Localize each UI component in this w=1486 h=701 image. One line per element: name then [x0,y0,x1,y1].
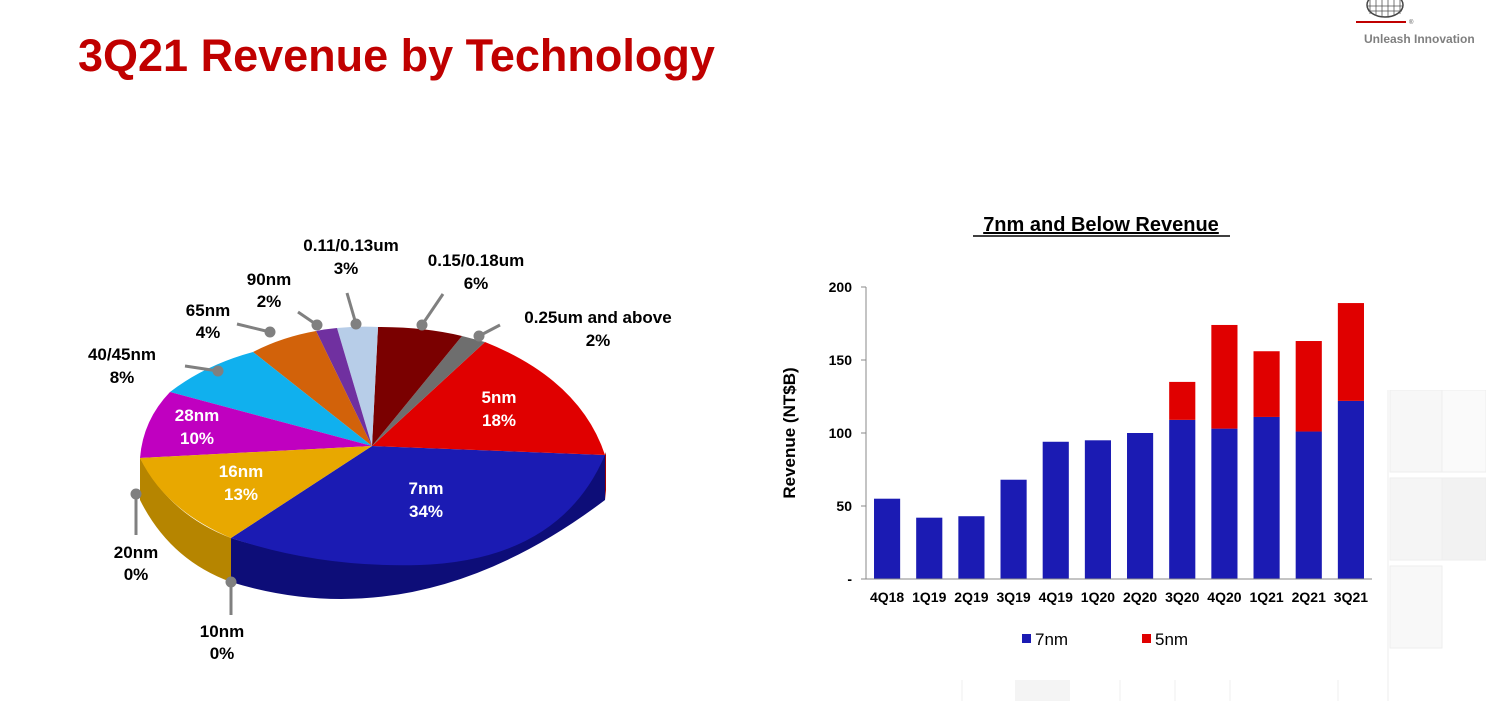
y-axis-label: Revenue (NT$B) [780,367,799,498]
x-tick-label: 1Q21 [1249,589,1283,605]
pie-label-28nm: 28nm [175,406,219,425]
x-tick-label: 2Q21 [1292,589,1326,605]
x-tick-label: 2Q19 [954,589,988,605]
x-tick-label: 3Q20 [1165,589,1199,605]
y-axis: - 50 100 150 200 [829,279,867,587]
pie-pct-4045nm: 8% [110,368,135,387]
bar-7nm-4Q20 [1211,428,1238,579]
legend-swatch-7nm [1022,634,1031,643]
y-tick-label: - [847,571,852,587]
bar-7nm-3Q19 [1000,479,1027,579]
pie-label-90nm: 90nm [247,270,291,289]
background-decoration [961,390,1486,701]
pie-side-16nm [140,458,231,582]
x-tick-label: 2Q20 [1123,589,1157,605]
bar-7nm-1Q20 [1084,440,1111,579]
bar-7nm-2Q21 [1295,431,1322,579]
x-tick-label: 4Q18 [870,589,904,605]
pie-pct-025um: 2% [586,331,611,350]
y-tick-label: 100 [829,425,853,441]
bar-chart-title: 7nm and Below Revenue [983,214,1219,236]
logo-icon: ® [1356,0,1414,26]
pie-label-011um: 0.11/0.13um [303,236,398,255]
pie-pct-10nm: 0% [210,644,235,663]
x-axis: 4Q18 1Q19 2Q19 3Q19 4Q19 1Q20 2Q20 3Q20 4Q20 1Q21… [866,578,1372,605]
bar-7nm-1Q21 [1253,416,1280,579]
pie-pct-90nm: 2% [257,292,282,311]
bars [874,303,1364,579]
pie-label-4045nm: 40/45nm [88,345,156,364]
pie-pct-65nm: 4% [196,323,221,342]
pie-slice-7nm [231,446,605,566]
y-tick-label: 150 [829,352,853,368]
bar-7nm-1Q19 [916,517,943,579]
logo-tagline: Unleash Innovation [1364,32,1475,46]
pie-pct-015um: 6% [464,274,489,293]
legend-label-7nm: 7nm [1035,630,1068,649]
bar-5nm-3Q21 [1337,303,1364,401]
x-tick-label: 1Q20 [1081,589,1115,605]
pie-chart: 0.11/0.13um 3% 0.15/0.18um 6% 0.25um and… [88,236,672,663]
pie-label-16nm: 16nm [219,462,263,481]
bar-7nm-3Q21 [1337,400,1364,579]
y-tick-label: 50 [836,498,852,514]
pie-slice-011um [337,326,378,446]
pie-label-5nm: 5nm [482,388,517,407]
legend-swatch-5nm [1142,634,1151,643]
x-tick-label: 4Q20 [1207,589,1241,605]
bar-7nm-3Q20 [1169,419,1196,579]
pie-slice-5nm [372,342,605,455]
page-title: 3Q21 Revenue by Technology [78,30,715,81]
pie-slice-015um [372,327,462,446]
legend: 7nm 5nm [1022,630,1188,649]
pie-label-20nm: 20nm [114,543,158,562]
pie-side-5nm [605,452,606,500]
legend-label-5nm: 5nm [1155,630,1188,649]
svg-text:®: ® [1409,19,1414,26]
pie-pct-011um: 3% [334,259,359,278]
bar-5nm-1Q21 [1253,351,1280,417]
x-tick-label: 3Q19 [996,589,1030,605]
x-tick-label: 3Q21 [1334,589,1368,605]
pie-label-7nm: 7nm [409,479,444,498]
x-tick-label: 1Q19 [912,589,946,605]
bar-5nm-3Q20 [1169,381,1196,420]
pie-slice-65nm [253,331,372,446]
pie-pct-7nm: 34% [409,502,443,521]
x-tick-label: 4Q19 [1039,589,1073,605]
company-logo: ® [1346,0,1486,60]
pie-slice-025um [372,336,485,446]
pie-pct-20nm: 0% [124,565,149,584]
pie-label-65nm: 65nm [186,301,230,320]
pie-pct-16nm: 13% [224,485,258,504]
bar-5nm-4Q20 [1211,324,1238,429]
y-tick-label: 200 [829,279,853,295]
pie-label-10nm: 10nm [200,622,244,641]
pie-slice-16nm [140,446,372,538]
pie-pct-5nm: 18% [482,411,516,430]
pie-label-025um: 0.25um and above [524,308,671,327]
pie-side-7nm [231,455,605,599]
pie-slice-28nm [140,392,372,458]
bar-7nm-2Q20 [1127,433,1154,579]
bar-7nm-4Q18 [874,498,901,579]
pie-label-015um: 0.15/0.18um [428,251,524,270]
bar-7nm-2Q19 [958,516,985,579]
bar-5nm-2Q21 [1295,341,1322,432]
bar-7nm-4Q19 [1042,441,1069,579]
pie-slice-90nm [316,328,372,446]
pie-pct-28nm: 10% [180,429,214,448]
